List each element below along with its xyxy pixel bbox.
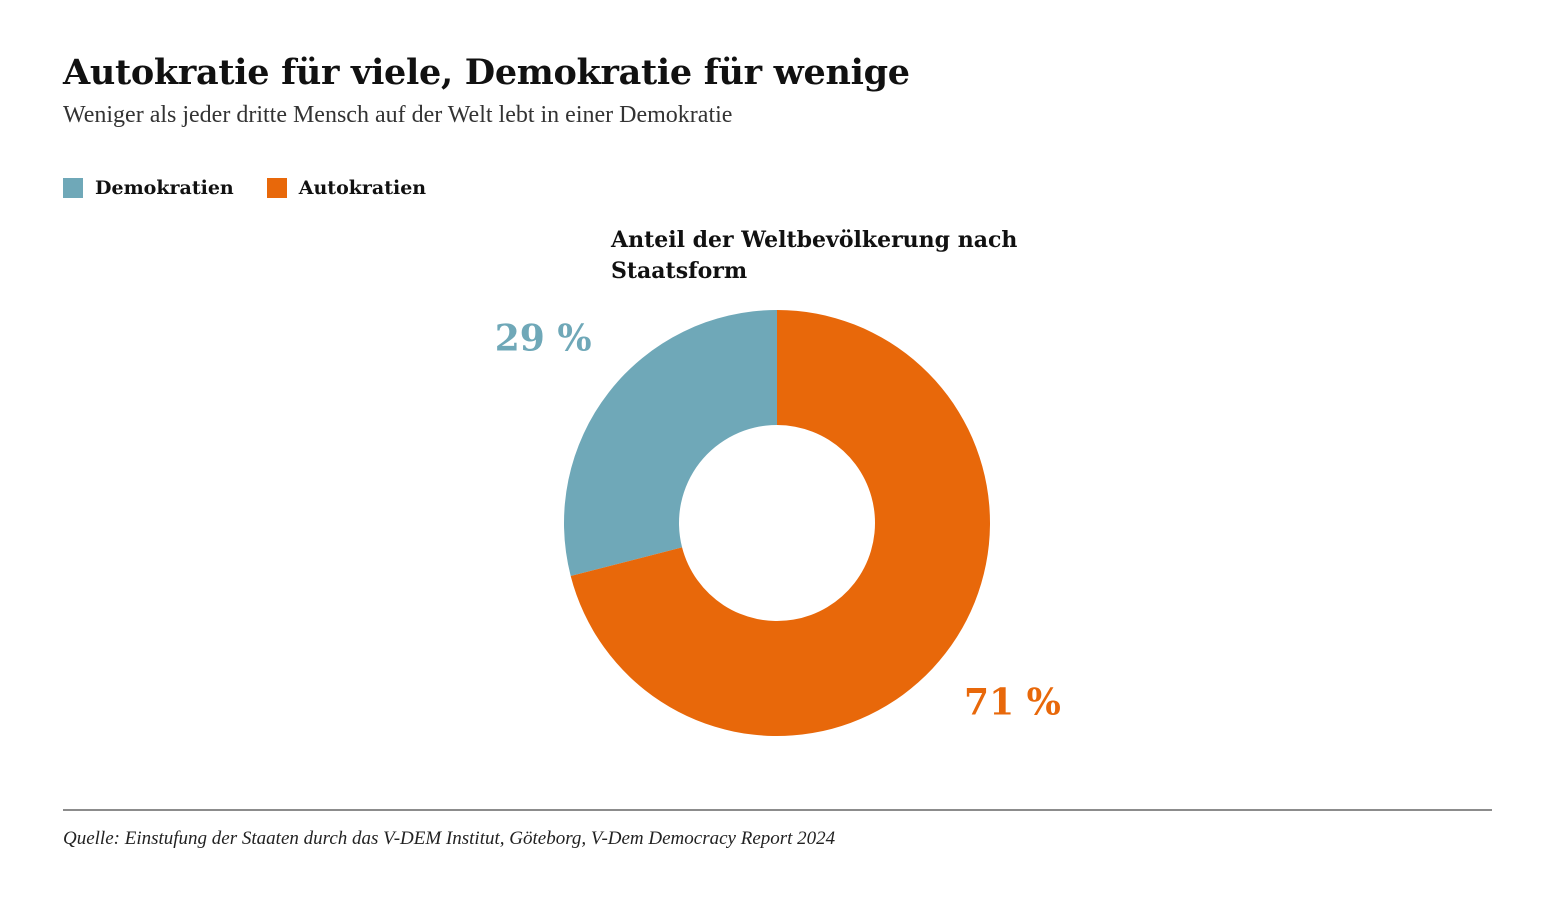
- legend-item-demokratien: Demokratien: [63, 176, 234, 200]
- legend: Demokratien Autokratien: [63, 176, 459, 200]
- source-note: Quelle: Einstufung der Staaten durch das…: [63, 828, 836, 849]
- legend-label-demokratien: Demokratien: [95, 177, 234, 199]
- legend-swatch-autokratien: [266, 178, 287, 198]
- footer-divider: [63, 809, 1492, 811]
- legend-swatch-demokratien: [63, 178, 83, 198]
- data-label-autokratien: 71 %: [964, 682, 1061, 724]
- slice-autokratien: [570, 310, 990, 736]
- slice-demokratien: [564, 310, 777, 576]
- donut-chart-title: Anteil der Weltbevölkerung nach Staatsfo…: [611, 227, 1018, 284]
- chart-subtitle: Weniger als jeder dritte Mensch auf der …: [63, 102, 733, 128]
- data-label-demokratien: 29 %: [495, 318, 592, 360]
- legend-item-autokratien: Autokratien: [266, 176, 427, 200]
- legend-label-autokratien: Autokratien: [298, 177, 427, 199]
- chart-title-main: Autokratie für viele, Demokratie für wen…: [63, 52, 910, 93]
